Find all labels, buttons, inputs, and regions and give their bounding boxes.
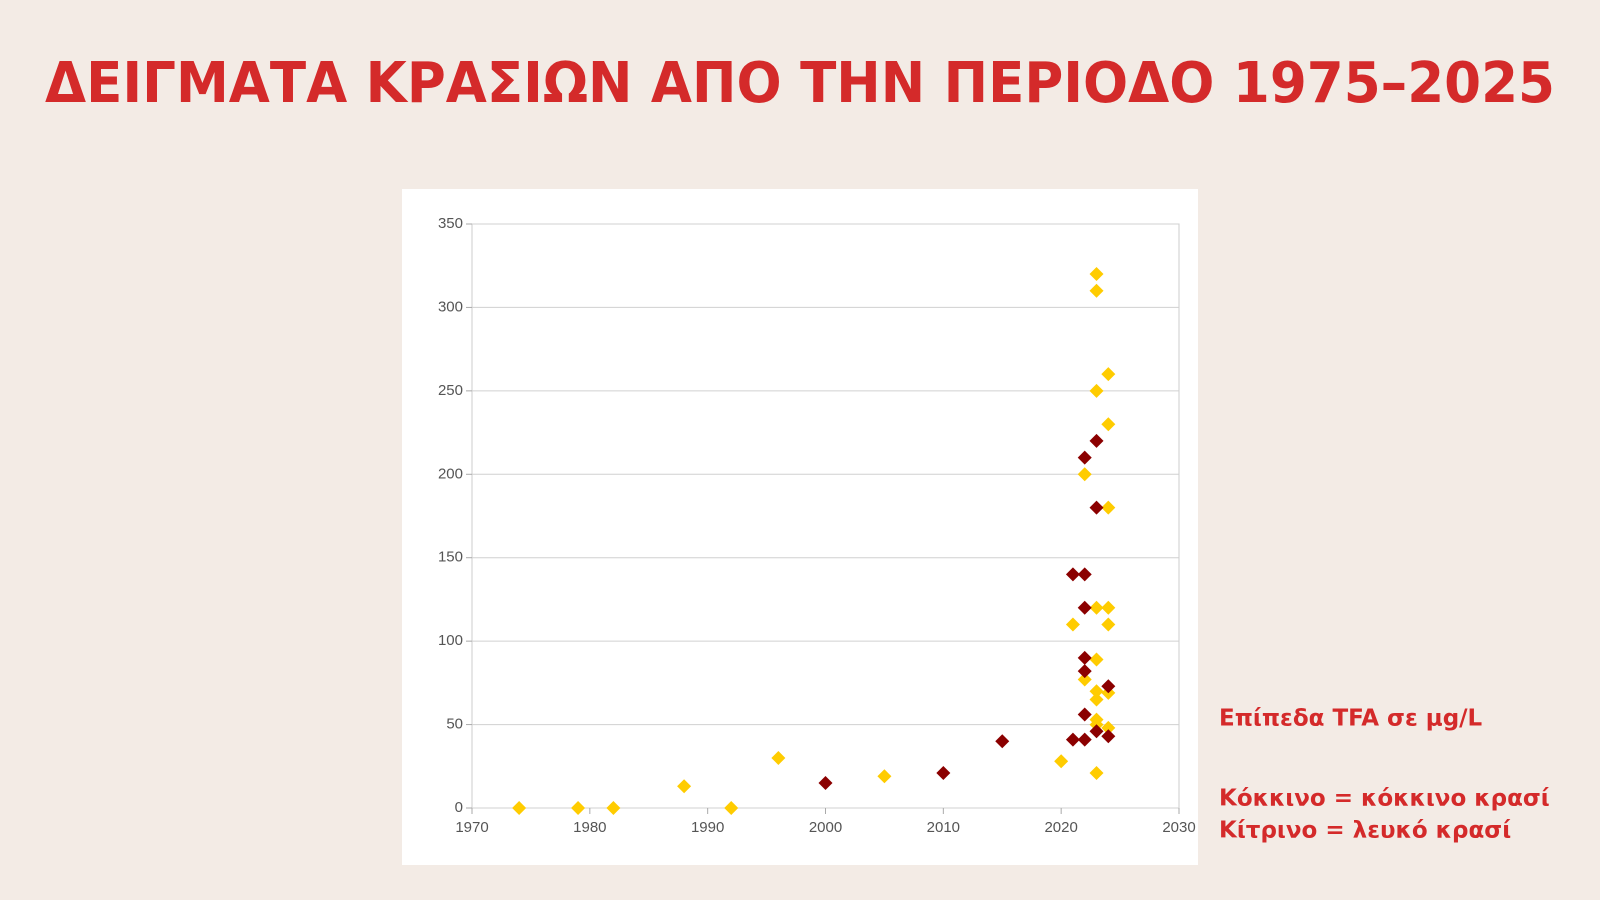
data-point xyxy=(1101,367,1116,382)
data-point xyxy=(606,801,621,815)
data-point xyxy=(1077,650,1092,665)
data-point xyxy=(1089,267,1104,282)
data-point xyxy=(1089,765,1104,780)
data-point xyxy=(1077,567,1092,582)
annotation: Κόκκινο = κόκκινο κρασί xyxy=(1219,786,1550,812)
y-tick-label: 300 xyxy=(438,298,463,315)
chart-panel xyxy=(402,189,1198,865)
y-tick-label: 150 xyxy=(438,549,463,566)
data-point xyxy=(771,750,786,765)
data-point xyxy=(677,779,692,794)
y-tick-label: 200 xyxy=(438,465,463,482)
x-tick-label: 1990 xyxy=(691,819,724,836)
data-point xyxy=(724,801,739,815)
x-tick-label: 1980 xyxy=(573,819,606,836)
data-point xyxy=(1089,600,1104,615)
annotation: Κίτρινο = λευκό κρασί xyxy=(1219,818,1511,844)
y-tick-label: 250 xyxy=(438,382,463,399)
data-point xyxy=(1089,652,1104,667)
data-point xyxy=(818,775,833,790)
y-tick-label: 0 xyxy=(455,799,463,816)
slide-title: ΔΕΙΓΜΑΤΑ ΚΡΑΣΙΩΝ ΑΠΟ ΤΗΝ ΠΕΡΙΟΔΟ 1975–20… xyxy=(45,51,1555,116)
plot: 0 50 100 150 200 250 300 350 1970 1980 1990 2000 201… xyxy=(438,215,1196,836)
data-point xyxy=(571,801,586,815)
data-point xyxy=(1065,567,1080,582)
x-tick-label: 2020 xyxy=(1044,819,1077,836)
data-point xyxy=(1077,664,1092,679)
data-point xyxy=(1101,617,1116,632)
data-point xyxy=(1089,283,1104,298)
data-point xyxy=(1089,724,1104,739)
annotation: Επίπεδα TFA σε μg/L xyxy=(1219,706,1483,732)
y-tick-label: 350 xyxy=(438,215,463,232)
x-tick-label: 2030 xyxy=(1162,819,1195,836)
data-point xyxy=(1089,433,1104,448)
data-point xyxy=(512,801,527,815)
data-point xyxy=(877,769,892,784)
data-point xyxy=(1077,707,1092,722)
y-tick-label: 50 xyxy=(446,716,463,733)
data-point xyxy=(1089,383,1104,398)
x-tick-label: 2010 xyxy=(927,819,960,836)
data-point xyxy=(1077,600,1092,615)
data-point xyxy=(1065,732,1080,747)
data-point xyxy=(1101,417,1116,432)
data-point xyxy=(1077,467,1092,482)
y-tick-label: 100 xyxy=(438,632,463,649)
data-point xyxy=(1077,450,1092,465)
data-point xyxy=(1101,729,1116,744)
data-point xyxy=(1101,600,1116,615)
data-point xyxy=(1077,672,1092,687)
data-point xyxy=(936,765,951,780)
data-point xyxy=(1101,720,1116,735)
x-tick-label: 1970 xyxy=(455,819,488,836)
data-point xyxy=(1089,500,1104,515)
data-point xyxy=(1089,684,1104,699)
x-tick-label: 2000 xyxy=(809,819,842,836)
data-point xyxy=(1054,754,1069,769)
data-point xyxy=(1101,679,1116,694)
data-point xyxy=(1101,500,1116,515)
data-point xyxy=(1089,692,1104,707)
data-point xyxy=(995,734,1010,749)
data-point xyxy=(1077,732,1092,747)
data-point xyxy=(1065,617,1080,632)
